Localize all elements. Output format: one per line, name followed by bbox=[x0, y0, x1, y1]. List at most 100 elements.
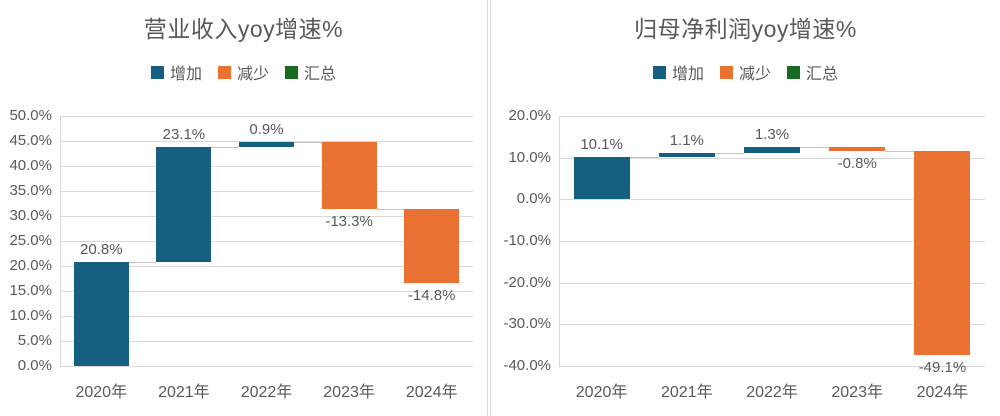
y-axis-tick-label: 25.0% bbox=[9, 232, 52, 249]
gridline bbox=[559, 366, 985, 367]
chart-panel-revenue-yoy[interactable]: 营业收入yoy增速% 增加 减少 汇总 0.0% 5.0% 10.0% 15.0% 20… bbox=[0, 0, 488, 416]
waterfall-bar[interactable] bbox=[404, 208, 460, 283]
y-axis-tick-label: 0.0% bbox=[17, 357, 52, 374]
y-axis-tick-label: -10.0% bbox=[503, 232, 551, 249]
gridline bbox=[60, 166, 473, 167]
x-axis-label: 2020年 bbox=[575, 384, 628, 401]
legend-label-decrease: 减少 bbox=[236, 66, 269, 83]
waterfall-bar[interactable] bbox=[744, 147, 800, 153]
connector-line bbox=[294, 142, 322, 143]
bar-data-label: 1.3% bbox=[754, 126, 790, 144]
plot-area: -40.0% -30.0% -20.0% -10.0% 0.0% 10.0% 20.0% 10… bbox=[491, 0, 1000, 416]
waterfall-bar[interactable] bbox=[658, 152, 715, 158]
legend-label-total: 汇总 bbox=[304, 66, 337, 83]
gridline bbox=[60, 266, 473, 267]
y-axis-tick-label: 5.0% bbox=[17, 332, 52, 349]
y-axis-tick-label: 20.0% bbox=[508, 107, 551, 124]
waterfall-bar[interactable] bbox=[239, 142, 294, 147]
legend-swatch-decrease-icon bbox=[719, 65, 733, 79]
waterfall-bar[interactable] bbox=[829, 147, 886, 151]
bar-data-label: -13.3% bbox=[325, 212, 373, 230]
legend-item-decrease[interactable]: 减少 bbox=[719, 60, 771, 84]
legend-item-increase[interactable]: 增加 bbox=[150, 60, 202, 84]
y-axis-tick-label: 10.0% bbox=[9, 307, 52, 324]
bar-data-label: -49.1% bbox=[918, 359, 967, 377]
chart-title: 营业收入yoy增速% bbox=[143, 16, 344, 42]
x-axis-label: 2023年 bbox=[831, 384, 883, 401]
legend-swatch-total-icon bbox=[285, 65, 298, 79]
y-axis-tick-label: -40.0% bbox=[503, 357, 551, 374]
x-axis-label: 2024年 bbox=[916, 384, 969, 401]
connector-line bbox=[128, 262, 157, 263]
gridline bbox=[559, 157, 985, 159]
waterfall-bar[interactable] bbox=[914, 150, 971, 356]
gridline bbox=[559, 324, 985, 326]
gridline bbox=[60, 291, 473, 292]
y-axis-tick-label: 30.0% bbox=[9, 207, 52, 224]
gridline bbox=[60, 191, 473, 192]
plot-area: 0.0% 5.0% 10.0% 15.0% 20.0% 25.0% 30.0% 35.0% 40… bbox=[0, 0, 487, 416]
connector-line bbox=[714, 152, 744, 154]
chart-panel-net-profit-yoy[interactable]: 归母净利润yoy增速% 增加 减少 汇总 -40.0% -30.0% -20.0% -… bbox=[490, 0, 1000, 416]
y-axis-tick-label: 20.0% bbox=[9, 257, 52, 274]
legend-item-decrease[interactable]: 减少 bbox=[217, 60, 269, 84]
connector-line bbox=[629, 157, 659, 159]
connector-line bbox=[376, 208, 405, 210]
bar-data-label: 10.1% bbox=[580, 136, 623, 154]
x-axis-label: 2021年 bbox=[660, 384, 713, 401]
gridline bbox=[60, 341, 473, 342]
bar-data-label: -14.8% bbox=[407, 286, 456, 304]
legend-swatch-total-icon bbox=[787, 65, 800, 79]
bar-data-label: 0.9% bbox=[249, 121, 284, 138]
gridline bbox=[559, 241, 985, 242]
x-axis-label: 2023年 bbox=[323, 384, 375, 401]
gridline bbox=[60, 216, 473, 217]
bar-data-label: -0.8% bbox=[837, 154, 877, 172]
y-axis-tick-label: 45.0% bbox=[9, 132, 52, 149]
waterfall-bar[interactable] bbox=[573, 157, 630, 200]
y-axis-line bbox=[559, 116, 560, 366]
chart-title: 归母净利润yoy增速% bbox=[634, 16, 857, 42]
waterfall-bar[interactable] bbox=[321, 142, 377, 209]
gridline bbox=[559, 282, 985, 284]
y-axis-tick-label: 10.0% bbox=[508, 148, 551, 166]
y-axis-tick-label: 50.0% bbox=[9, 107, 52, 124]
legend: 增加 减少 汇总 bbox=[491, 60, 1000, 84]
y-axis-tick-label: 0.0% bbox=[516, 190, 551, 208]
legend-label-increase: 增加 bbox=[169, 66, 202, 83]
gridline bbox=[559, 116, 985, 117]
gridline bbox=[60, 241, 473, 242]
connector-line bbox=[885, 150, 915, 152]
legend: 增加 减少 汇总 bbox=[0, 60, 487, 84]
legend-swatch-increase-icon bbox=[150, 65, 164, 79]
y-axis-line bbox=[60, 116, 61, 366]
y-axis-tick-label: 35.0% bbox=[9, 182, 52, 199]
y-axis-tick-label: -30.0% bbox=[503, 315, 551, 333]
x-axis-label: 2022年 bbox=[746, 384, 798, 401]
legend-swatch-decrease-icon bbox=[217, 65, 231, 79]
y-axis-tick-label: 15.0% bbox=[9, 282, 52, 299]
y-axis-tick-label: 40.0% bbox=[9, 157, 52, 174]
legend-label-decrease: 减少 bbox=[738, 66, 771, 83]
x-axis-label: 2020年 bbox=[75, 384, 128, 401]
connector-line bbox=[211, 146, 239, 148]
connector-line bbox=[800, 147, 830, 149]
legend-item-increase[interactable]: 增加 bbox=[652, 60, 704, 84]
legend-label-increase: 增加 bbox=[671, 66, 704, 83]
bar-data-label: 20.8% bbox=[80, 241, 123, 258]
x-axis-label: 2024年 bbox=[405, 384, 458, 401]
legend-item-total[interactable]: 汇总 bbox=[787, 60, 838, 84]
waterfall-bar[interactable] bbox=[73, 262, 129, 366]
x-axis-label: 2021年 bbox=[158, 384, 210, 401]
y-axis-tick-label: -20.0% bbox=[503, 273, 551, 291]
gridline bbox=[60, 316, 473, 317]
legend-label-total: 汇总 bbox=[806, 66, 839, 83]
x-axis-label: 2022年 bbox=[240, 384, 293, 401]
legend-swatch-increase-icon bbox=[652, 65, 666, 79]
gridline bbox=[60, 116, 473, 117]
gridline bbox=[559, 199, 985, 201]
waterfall-bar[interactable] bbox=[156, 146, 212, 262]
gridline bbox=[60, 366, 473, 367]
legend-item-total[interactable]: 汇总 bbox=[285, 60, 336, 84]
